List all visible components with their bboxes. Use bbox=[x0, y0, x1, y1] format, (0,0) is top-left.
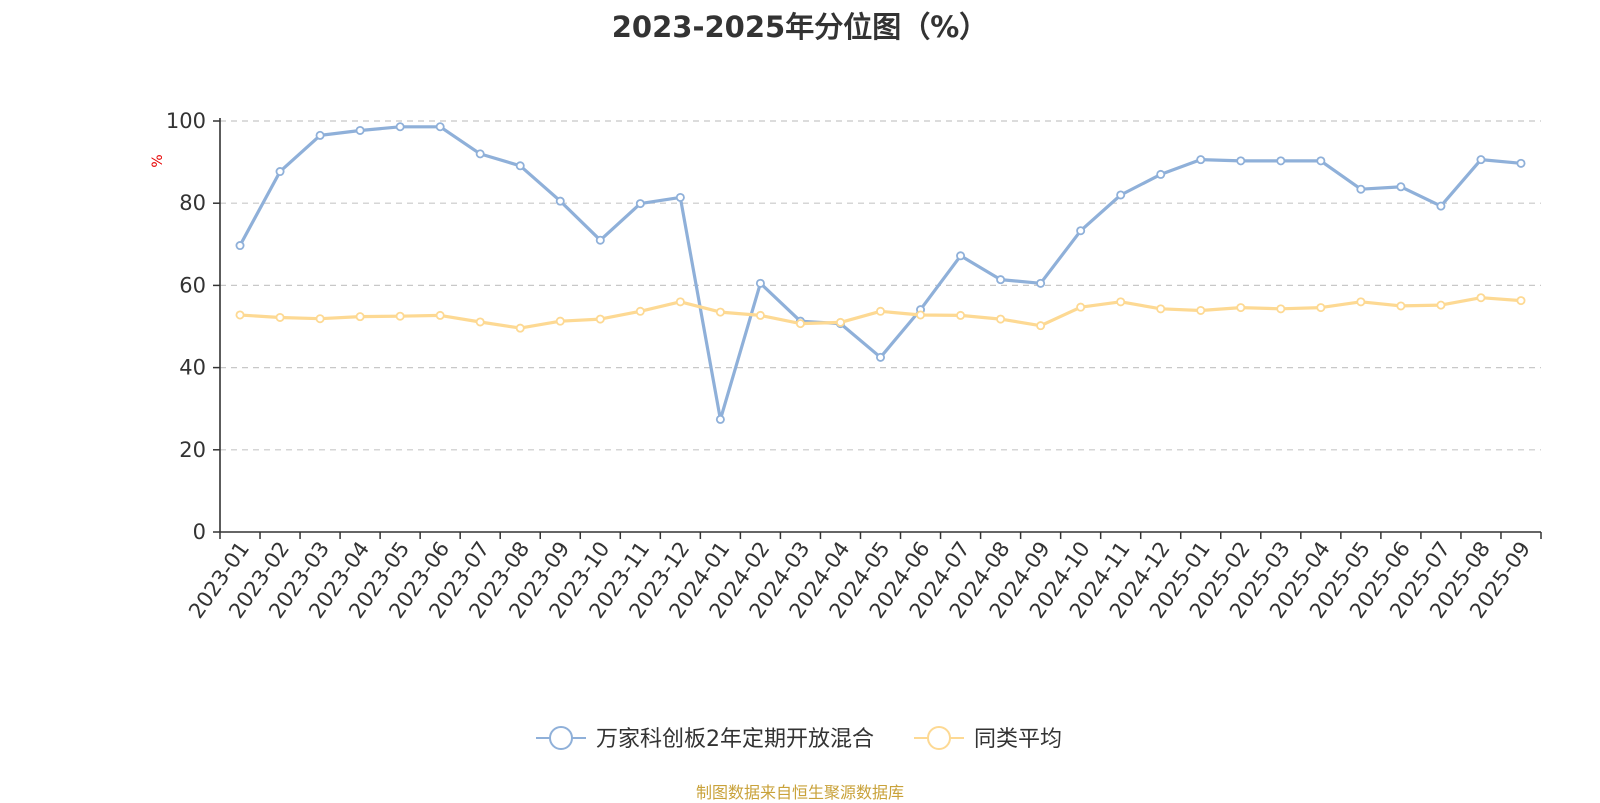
data-point bbox=[1036, 278, 1046, 288]
data-point bbox=[595, 235, 605, 245]
data-point bbox=[275, 167, 285, 177]
grid-lines bbox=[220, 120, 1541, 451]
y-tick-label: 80 bbox=[179, 191, 206, 215]
data-point bbox=[1316, 303, 1326, 313]
y-tick-label: 0 bbox=[193, 520, 206, 544]
data-point bbox=[996, 314, 1006, 324]
data-point bbox=[475, 149, 485, 159]
data-point bbox=[1156, 169, 1166, 179]
data-point bbox=[1516, 296, 1526, 306]
legend-label: 同类平均 bbox=[974, 727, 1062, 752]
data-point bbox=[1396, 182, 1406, 192]
legend-item-2: 同类平均 bbox=[914, 726, 1062, 752]
data-point bbox=[635, 199, 645, 209]
data-point bbox=[475, 317, 485, 327]
x-tick-labels: 2023-012023-022023-032023-042023-052023-… bbox=[184, 537, 1535, 623]
data-point bbox=[275, 312, 285, 322]
data-point bbox=[435, 122, 445, 132]
axes bbox=[213, 118, 1542, 539]
y-tick-labels: 0 20 40 60 80 100 bbox=[166, 109, 206, 544]
data-point bbox=[235, 310, 245, 320]
data-point bbox=[675, 297, 685, 307]
data-point bbox=[1276, 156, 1286, 166]
series-line bbox=[238, 125, 1522, 421]
data-point bbox=[395, 122, 405, 132]
data-point bbox=[675, 192, 685, 202]
data-point bbox=[1236, 156, 1246, 166]
data-point bbox=[555, 196, 565, 206]
data-point bbox=[235, 241, 245, 251]
data-point bbox=[1116, 190, 1126, 200]
y-tick-label: 40 bbox=[179, 356, 206, 380]
data-point bbox=[1276, 304, 1286, 314]
data-point bbox=[1356, 297, 1366, 307]
data-point bbox=[755, 310, 765, 320]
data-point bbox=[1436, 201, 1446, 211]
data-point bbox=[755, 278, 765, 288]
legend-marker bbox=[927, 726, 951, 750]
y-tick-label: 60 bbox=[179, 273, 206, 297]
data-point bbox=[956, 251, 966, 261]
data-point bbox=[715, 414, 725, 424]
data-point bbox=[1436, 300, 1446, 310]
data-point bbox=[1356, 184, 1366, 194]
data-point bbox=[1236, 303, 1246, 313]
series bbox=[235, 122, 1526, 424]
legend-marker bbox=[549, 726, 573, 750]
data-point bbox=[555, 316, 565, 326]
data-point bbox=[876, 352, 886, 362]
chart-title: 2023-2025年分位图（%） bbox=[611, 10, 989, 44]
legend-label: 万家科创板2年定期开放混合 bbox=[596, 727, 874, 752]
data-point bbox=[1516, 158, 1526, 168]
data-point bbox=[595, 314, 605, 324]
data-point bbox=[515, 161, 525, 171]
data-point bbox=[876, 306, 886, 316]
y-tick-label: 100 bbox=[166, 109, 206, 133]
legend-item-1: 万家科创板2年定期开放混合 bbox=[536, 726, 874, 752]
source-note: 制图数据来自恒生聚源数据库 bbox=[695, 783, 904, 802]
data-point bbox=[1116, 297, 1126, 307]
data-point bbox=[1076, 302, 1086, 312]
data-point bbox=[1196, 155, 1206, 165]
data-point bbox=[916, 310, 926, 320]
data-point bbox=[435, 310, 445, 320]
data-point bbox=[1316, 156, 1326, 166]
data-point bbox=[1036, 321, 1046, 331]
y-axis-label: % bbox=[150, 154, 166, 167]
data-point bbox=[1076, 226, 1086, 236]
data-point bbox=[355, 312, 365, 322]
data-point bbox=[395, 311, 405, 321]
legend: 万家科创板2年定期开放混合 同类平均 bbox=[536, 726, 1062, 752]
data-point bbox=[1156, 304, 1166, 314]
series-1 bbox=[235, 122, 1526, 424]
y-tick-label: 20 bbox=[179, 438, 206, 462]
data-point bbox=[515, 323, 525, 333]
data-point bbox=[635, 306, 645, 316]
data-point bbox=[1476, 155, 1486, 165]
data-point bbox=[956, 310, 966, 320]
data-point bbox=[355, 125, 365, 135]
series-2 bbox=[235, 293, 1526, 333]
data-point bbox=[1196, 305, 1206, 315]
data-point bbox=[795, 319, 805, 329]
data-point bbox=[835, 317, 845, 327]
data-point bbox=[1476, 293, 1486, 303]
data-point bbox=[315, 314, 325, 324]
data-point bbox=[715, 307, 725, 317]
data-point bbox=[996, 275, 1006, 285]
data-point bbox=[315, 130, 325, 140]
data-point bbox=[1396, 301, 1406, 311]
